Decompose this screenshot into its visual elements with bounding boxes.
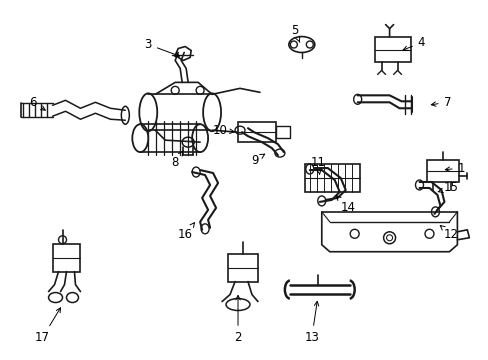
Text: 11: 11 <box>310 156 325 174</box>
Text: 1: 1 <box>445 162 464 175</box>
Text: 6: 6 <box>29 96 45 110</box>
Text: 13: 13 <box>304 301 319 344</box>
Bar <box>52 244 81 272</box>
Text: 9: 9 <box>251 154 264 167</box>
Bar <box>238 122 275 142</box>
Text: 4: 4 <box>402 36 425 50</box>
Bar <box>374 37 410 62</box>
Text: 10: 10 <box>212 124 234 137</box>
Text: 12: 12 <box>439 225 458 241</box>
Bar <box>427 160 458 182</box>
Bar <box>227 254 258 282</box>
Text: 15: 15 <box>437 181 458 194</box>
Text: 5: 5 <box>290 24 299 42</box>
Text: 3: 3 <box>144 38 179 57</box>
Bar <box>275 126 289 138</box>
Text: 17: 17 <box>35 308 61 344</box>
Text: 8: 8 <box>171 151 183 168</box>
Text: 16: 16 <box>177 223 194 241</box>
Bar <box>304 164 359 192</box>
Text: 14: 14 <box>336 196 354 215</box>
Text: 7: 7 <box>430 96 450 109</box>
Text: 2: 2 <box>234 296 241 344</box>
